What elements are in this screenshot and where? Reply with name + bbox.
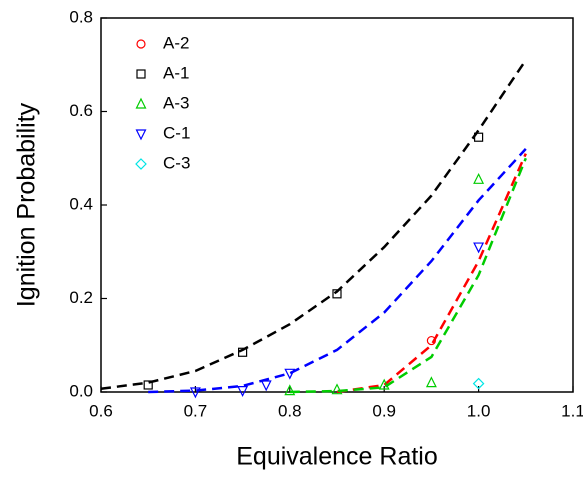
y-tick-label: 0.4 [69, 194, 93, 213]
fit-line [336, 153, 527, 394]
marker [472, 377, 485, 390]
x-tick-label: 0.6 [89, 401, 113, 420]
marker [284, 368, 296, 380]
marker [189, 387, 201, 399]
legend-label: A-3 [163, 93, 189, 112]
legend-marker [136, 39, 146, 49]
x-tick-label: 0.9 [372, 401, 396, 420]
y-tick-label: 0.6 [69, 101, 93, 120]
marker [473, 172, 485, 184]
fit-line [100, 59, 527, 390]
marker [143, 380, 153, 390]
marker [237, 385, 249, 397]
legend-marker [135, 129, 147, 141]
marker [378, 378, 390, 390]
x-tick-label: 1.0 [467, 401, 491, 420]
y-tick-label: 0.2 [69, 288, 93, 307]
legend-label: C-1 [163, 123, 190, 142]
legend-marker [136, 69, 146, 79]
marker [238, 347, 248, 357]
legend-label: A-2 [163, 33, 189, 52]
legend-marker [135, 97, 147, 109]
legend-marker [135, 158, 147, 170]
x-tick-label: 0.7 [184, 401, 208, 420]
marker [284, 384, 296, 396]
y-tick-label: 0.8 [69, 7, 93, 26]
y-tick-label: 0.0 [69, 381, 93, 400]
legend-label: C-3 [163, 153, 190, 172]
marker [426, 335, 436, 346]
x-tick-label: 1.1 [561, 401, 583, 420]
x-axis-label: Equivalence Ratio [236, 443, 438, 471]
legend-label: A-1 [163, 63, 189, 82]
marker [260, 380, 272, 392]
fit-line [289, 157, 527, 394]
marker [332, 289, 342, 299]
fit-line [148, 148, 527, 394]
marker [473, 242, 485, 254]
x-tick-label: 0.8 [278, 401, 302, 420]
marker [331, 383, 343, 395]
marker [425, 376, 437, 388]
marker [474, 132, 484, 142]
y-axis-label: Ignition Probability [13, 102, 41, 307]
